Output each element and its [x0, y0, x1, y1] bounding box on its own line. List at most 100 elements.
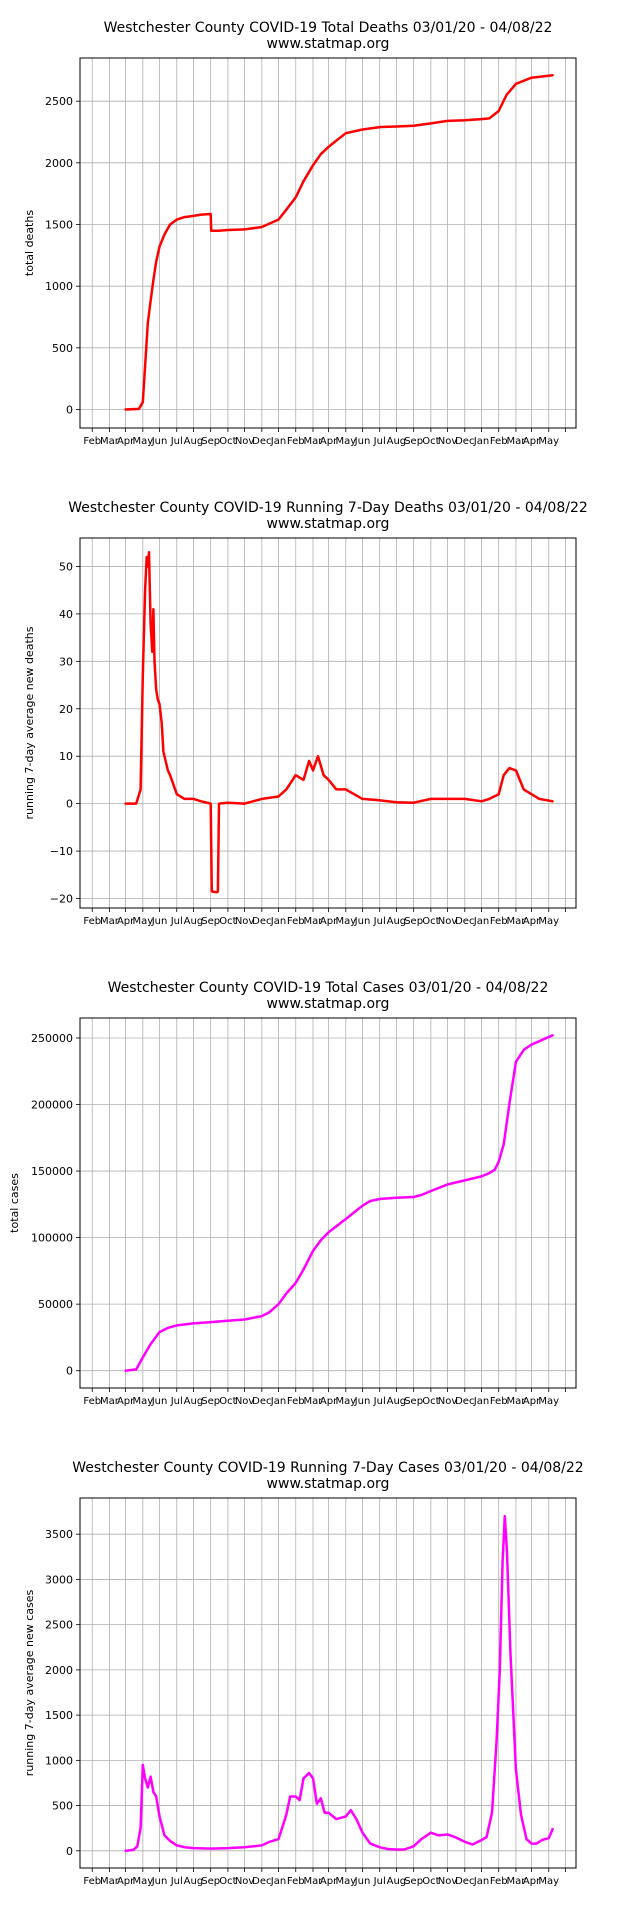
x-tick-label: Jun: [151, 916, 168, 927]
y-tick-label: 100000: [31, 1232, 73, 1245]
y-tick-label: 500: [52, 342, 73, 355]
x-tick-label: Apr: [117, 1396, 135, 1407]
x-tick-label: May: [335, 1396, 356, 1407]
x-tick-label: Jan: [473, 1876, 489, 1887]
x-tick-label: Dec: [455, 1876, 474, 1887]
x-tick-label: Oct: [422, 916, 439, 927]
x-tick-label: Aug: [387, 436, 407, 447]
x-tick-label: Mar: [100, 1876, 120, 1887]
x-tick-label: Jun: [354, 1396, 371, 1407]
x-tick-label: Sep: [201, 916, 220, 927]
x-tick-label: Mar: [304, 1876, 324, 1887]
chart-subtitle: www.statmap.org: [267, 516, 390, 532]
x-tick-label: Feb: [83, 1396, 101, 1407]
x-tick-label: May: [335, 1876, 356, 1887]
x-tick-label: Feb: [490, 1876, 508, 1887]
x-tick-label: Apr: [523, 436, 541, 447]
x-tick-label: Apr: [320, 916, 338, 927]
x-tick-label: Feb: [490, 916, 508, 927]
x-tick-label: Jan: [473, 436, 489, 447]
chart-running-7-day-deaths: Feb Mar Apr May Jun Jul Aug Sep Oct Nov Dec Jan Feb M…: [0, 480, 640, 960]
x-tick-label: Sep: [404, 916, 423, 927]
x-tick-label: Apr: [523, 1396, 541, 1407]
plot-frame: [79, 1497, 577, 1869]
plot-frame: [79, 1017, 577, 1389]
x-tick-label: Jun: [354, 1876, 371, 1887]
x-tick-label: May: [132, 1876, 153, 1887]
x-tick-label: Dec: [455, 1396, 474, 1407]
chart-total-deaths: Feb Mar Apr May Jun Jul Aug Sep Oct Nov Dec Jan Feb M…: [0, 0, 640, 480]
chart-total-cases: Feb Mar Apr May Jun Jul Aug Sep Oct Nov Dec Jan Feb M…: [0, 960, 640, 1440]
x-tick-label: Jan: [270, 436, 286, 447]
x-tick-label: Dec: [252, 916, 271, 927]
x-tick-label: Dec: [455, 916, 474, 927]
chart-subtitle: www.statmap.org: [267, 36, 390, 52]
x-tick-label: Mar: [507, 436, 527, 447]
chart-running-7-day-cases: Feb Mar Apr May Jun Jul Aug Sep Oct Nov Dec Jan Feb M…: [0, 1440, 640, 1920]
x-tick-label: Dec: [252, 1876, 271, 1887]
x-tick-label: Jan: [270, 1876, 286, 1887]
x-tick-label: Nov: [438, 1876, 458, 1887]
x-tick-label: Feb: [287, 916, 305, 927]
y-tick-label: 500: [52, 1800, 73, 1813]
x-tick-label: Oct: [219, 1396, 236, 1407]
x-tick-label: Feb: [83, 436, 101, 447]
y-tick-label: 50000: [38, 1298, 73, 1311]
y-tick-label: −20: [50, 893, 73, 906]
x-tick-label: Apr: [320, 436, 338, 447]
x-tick-label: Feb: [83, 916, 101, 927]
x-tick-label: May: [132, 916, 153, 927]
x-tick-label: Jun: [151, 1396, 168, 1407]
y-tick-label: 200000: [31, 1099, 73, 1112]
y-tick-label: 0: [66, 1845, 73, 1858]
x-tick-label: Aug: [184, 1396, 204, 1407]
x-tick-label: Sep: [404, 1876, 423, 1887]
x-tick-label: Oct: [219, 436, 236, 447]
x-tick-label: Sep: [201, 1876, 220, 1887]
x-tick-label: May: [132, 1396, 153, 1407]
x-tick-label: Nov: [235, 1396, 255, 1407]
x-tick-label: Apr: [523, 916, 541, 927]
x-tick-label: Aug: [184, 1876, 204, 1887]
x-tick-label: Feb: [490, 436, 508, 447]
x-tick-label: Mar: [507, 1876, 527, 1887]
x-tick-label: Mar: [304, 1396, 324, 1407]
x-tick-label: May: [538, 1396, 559, 1407]
x-tick-label: Jul: [373, 1876, 386, 1887]
y-tick-label: 2000: [45, 157, 73, 170]
x-tick-label: Feb: [83, 1876, 101, 1887]
x-tick-label: Oct: [219, 1876, 236, 1887]
y-tick-label: 1000: [45, 280, 73, 293]
x-tick-label: May: [335, 436, 356, 447]
x-tick-label: Aug: [387, 1396, 407, 1407]
x-tick-label: Oct: [422, 436, 439, 447]
x-tick-label: Apr: [117, 916, 135, 927]
x-tick-label: Mar: [100, 436, 120, 447]
chart-subtitle: www.statmap.org: [267, 1476, 390, 1492]
x-tick-label: Jun: [151, 436, 168, 447]
y-tick-label: 0: [66, 798, 73, 811]
y-tick-label: 2500: [45, 1619, 73, 1632]
x-tick-label: Mar: [507, 916, 527, 927]
x-tick-label: Dec: [252, 436, 271, 447]
chart-title: Westchester County COVID-19 Total Deaths…: [104, 20, 553, 36]
y-tick-label: 50: [59, 560, 73, 573]
x-tick-label: Feb: [287, 436, 305, 447]
x-tick-label: Mar: [507, 1396, 527, 1407]
x-tick-label: Mar: [100, 916, 120, 927]
x-tick-label: Apr: [117, 436, 135, 447]
chart-title: Westchester County COVID-19 Total Cases …: [108, 980, 549, 996]
y-axis-label: total deaths: [23, 210, 36, 276]
plot-frame: [79, 57, 577, 429]
x-tick-label: May: [335, 916, 356, 927]
y-tick-label: 150000: [31, 1165, 73, 1178]
x-tick-label: Jul: [170, 1876, 183, 1887]
x-tick-label: Jan: [270, 916, 286, 927]
x-tick-label: Jul: [170, 1396, 183, 1407]
y-tick-label: 3000: [45, 1573, 73, 1586]
x-tick-label: Sep: [404, 1396, 423, 1407]
x-tick-label: May: [538, 916, 559, 927]
